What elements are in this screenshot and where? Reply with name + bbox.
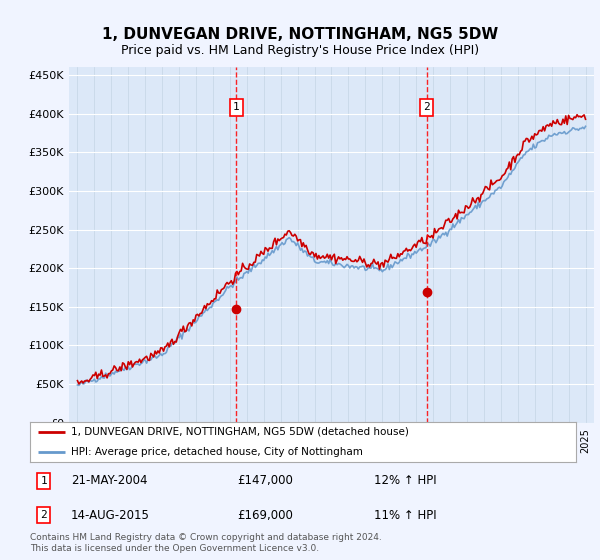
Text: 12% ↑ HPI: 12% ↑ HPI — [374, 474, 437, 487]
Text: 2: 2 — [40, 510, 47, 520]
Text: 21-MAY-2004: 21-MAY-2004 — [71, 474, 148, 487]
Text: 2: 2 — [424, 102, 430, 113]
Text: 14-AUG-2015: 14-AUG-2015 — [71, 508, 150, 521]
Text: 1: 1 — [40, 476, 47, 486]
Text: Contains HM Land Registry data © Crown copyright and database right 2024.
This d: Contains HM Land Registry data © Crown c… — [30, 533, 382, 553]
Text: 1, DUNVEGAN DRIVE, NOTTINGHAM, NG5 5DW: 1, DUNVEGAN DRIVE, NOTTINGHAM, NG5 5DW — [102, 27, 498, 42]
Text: 11% ↑ HPI: 11% ↑ HPI — [374, 508, 437, 521]
Text: £147,000: £147,000 — [238, 474, 293, 487]
Text: 1: 1 — [233, 102, 239, 113]
Text: £169,000: £169,000 — [238, 508, 293, 521]
Text: 1, DUNVEGAN DRIVE, NOTTINGHAM, NG5 5DW (detached house): 1, DUNVEGAN DRIVE, NOTTINGHAM, NG5 5DW (… — [71, 427, 409, 437]
Text: Price paid vs. HM Land Registry's House Price Index (HPI): Price paid vs. HM Land Registry's House … — [121, 44, 479, 57]
Text: HPI: Average price, detached house, City of Nottingham: HPI: Average price, detached house, City… — [71, 447, 363, 457]
